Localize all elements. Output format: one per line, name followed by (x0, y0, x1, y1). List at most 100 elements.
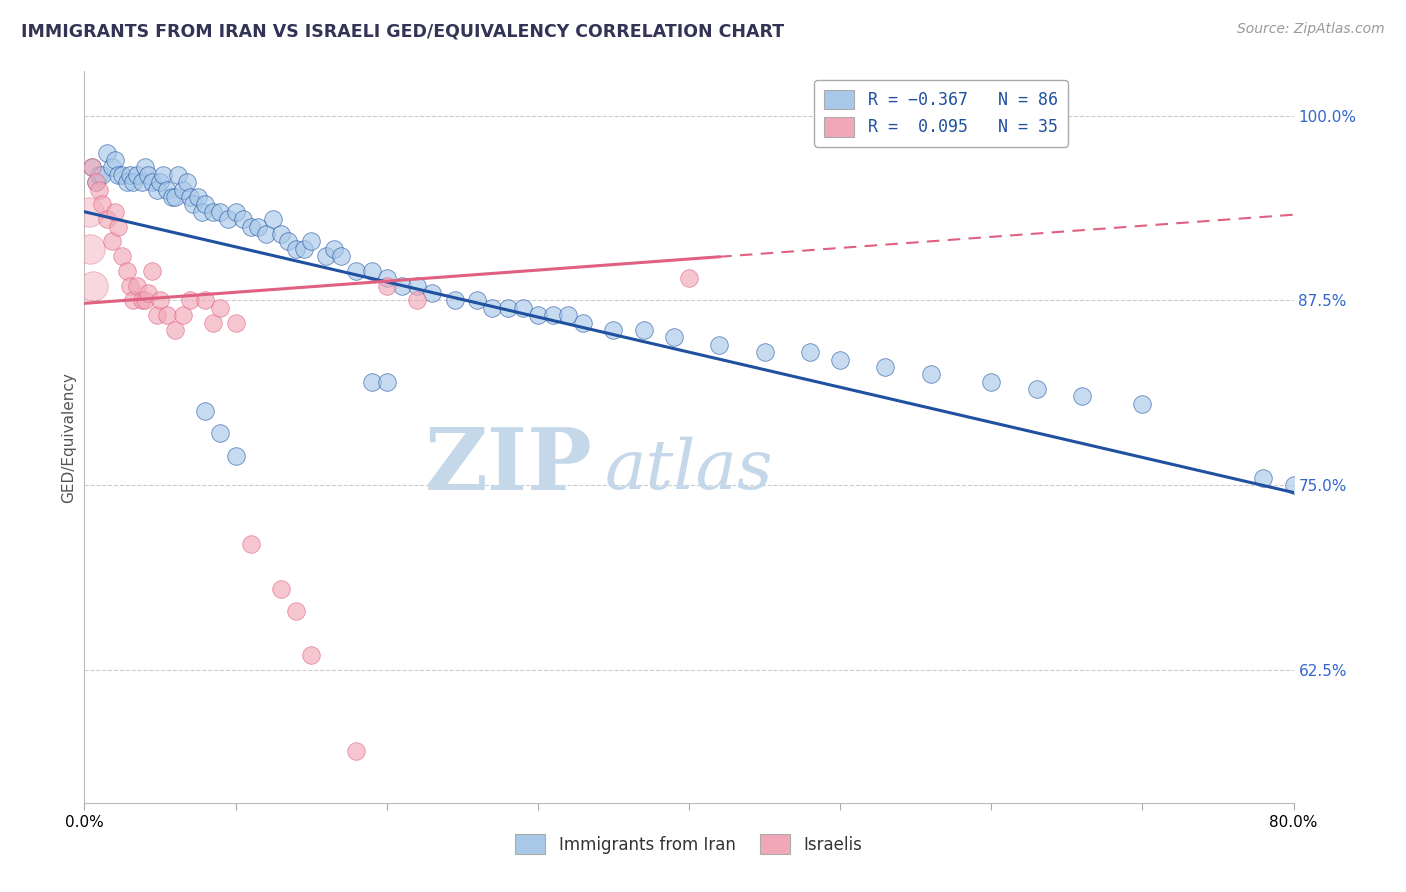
Point (678, 271, 700, 285)
Point (709, 337, 731, 351)
Point (165, 323, 187, 337)
Point (232, 212, 254, 227)
Point (225, 449, 247, 463)
Point (209, 204, 232, 219)
Point (496, 301, 519, 315)
Legend: Immigrants from Iran, Israelis: Immigrants from Iran, Israelis (509, 828, 869, 860)
Point (121, 293, 143, 308)
Point (152, 168, 174, 182)
Point (149, 293, 172, 308)
Point (118, 168, 141, 182)
Point (633, 323, 655, 337)
Text: IMMIGRANTS FROM IRAN VS ISRAELI GED/EQUIVALENCY CORRELATION CHART: IMMIGRANTS FROM IRAN VS ISRAELI GED/EQUI… (21, 22, 785, 40)
Point (179, 293, 201, 308)
Point (209, 426, 232, 441)
Point (406, 293, 429, 308)
Point (375, 375, 398, 389)
Point (360, 375, 382, 389)
Point (172, 308, 194, 322)
Point (254, 227, 277, 241)
Point (191, 204, 214, 219)
Point (187, 190, 209, 204)
Point (115, 175, 138, 189)
Point (107, 219, 129, 234)
Point (194, 197, 217, 211)
Point (375, 271, 398, 285)
Point (107, 168, 129, 182)
Point (285, 242, 308, 256)
Point (754, 345, 776, 359)
Point (420, 285, 443, 300)
Point (86, 175, 108, 189)
Point (830, 352, 852, 367)
Point (121, 175, 143, 189)
Point (149, 175, 172, 189)
Point (194, 404, 217, 418)
Point (541, 308, 564, 322)
Point (270, 227, 292, 241)
Point (285, 604, 308, 618)
Point (201, 204, 224, 219)
Point (315, 249, 337, 263)
Point (118, 278, 141, 293)
Point (467, 293, 489, 308)
Point (86, 175, 108, 189)
Point (104, 204, 127, 219)
Point (512, 301, 534, 315)
Point (299, 235, 322, 249)
Point (131, 175, 153, 189)
Text: atlas: atlas (605, 436, 773, 503)
Point (1253, 471, 1275, 485)
Point (346, 264, 368, 278)
Point (322, 242, 344, 256)
Point (262, 212, 284, 227)
Point (89, 183, 111, 197)
Point (160, 190, 183, 204)
Point (277, 235, 299, 249)
Point (176, 175, 198, 189)
Point (156, 308, 179, 322)
Point (270, 582, 292, 596)
Point (136, 285, 159, 300)
Point (146, 308, 169, 322)
Point (82, 278, 104, 293)
Point (391, 278, 413, 293)
Y-axis label: GED/Equivalency: GED/Equivalency (60, 372, 76, 502)
Point (111, 249, 134, 263)
Point (179, 190, 201, 204)
Point (557, 308, 579, 322)
Point (89, 168, 111, 182)
Point (91, 168, 114, 182)
Point (481, 301, 503, 315)
Point (247, 219, 270, 234)
Point (111, 168, 134, 182)
Point (443, 293, 465, 308)
Point (920, 368, 942, 382)
Point (77, 204, 100, 219)
Point (217, 212, 239, 227)
Point (96, 145, 118, 160)
Point (127, 168, 149, 182)
Point (172, 183, 194, 197)
Point (1130, 397, 1153, 411)
Point (165, 190, 187, 204)
Point (134, 161, 156, 175)
Point (360, 264, 382, 278)
Point (167, 168, 190, 182)
Point (134, 293, 156, 308)
Point (875, 359, 897, 374)
Point (115, 264, 138, 278)
Point (91, 197, 114, 211)
Point (156, 183, 179, 197)
Point (100, 235, 122, 249)
Point (136, 168, 159, 182)
Point (131, 293, 153, 308)
Point (194, 293, 217, 308)
Point (980, 375, 1002, 389)
Point (375, 278, 398, 293)
Point (299, 648, 322, 662)
Text: Source: ZipAtlas.com: Source: ZipAtlas.com (1237, 22, 1385, 37)
Point (330, 249, 353, 263)
Text: ZIP: ZIP (425, 425, 592, 508)
Point (104, 153, 127, 167)
